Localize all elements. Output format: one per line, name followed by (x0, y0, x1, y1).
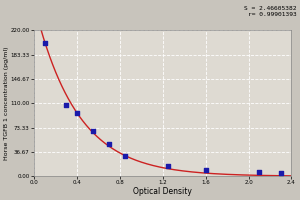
Point (74, 112, 79, 115)
Point (203, 168, 208, 171)
Point (123, 155, 128, 158)
Y-axis label: Horse TGFB 1 concentration (pg/ml): Horse TGFB 1 concentration (pg/ml) (4, 46, 9, 160)
Point (278, 171, 283, 175)
Point (166, 165, 170, 168)
Point (91, 130, 95, 133)
Text: S = 2.46605382
r= 0.99901393: S = 2.46605382 r= 0.99901393 (244, 6, 297, 17)
Point (42, 42, 47, 45)
Point (257, 170, 262, 173)
Point (64, 103, 69, 106)
X-axis label: Optical Density: Optical Density (133, 187, 192, 196)
Point (107, 143, 112, 146)
